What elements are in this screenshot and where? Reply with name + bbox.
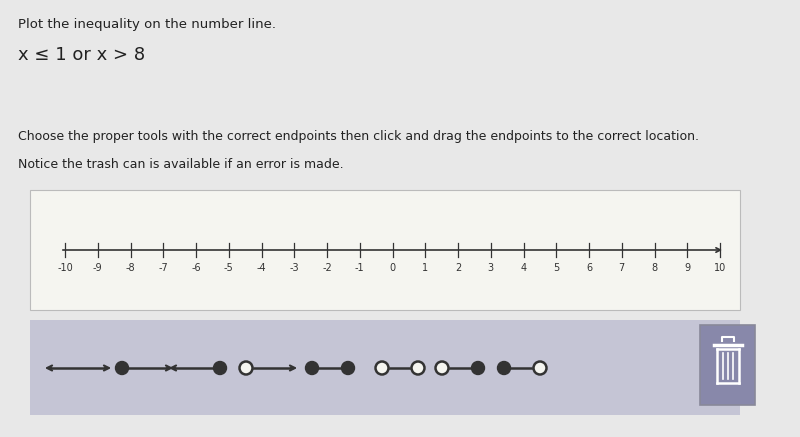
Text: -6: -6 bbox=[191, 263, 201, 273]
FancyBboxPatch shape bbox=[30, 320, 740, 415]
Circle shape bbox=[534, 361, 546, 375]
Text: 5: 5 bbox=[553, 263, 559, 273]
Text: Choose the proper tools with the correct endpoints then click and drag the endpo: Choose the proper tools with the correct… bbox=[18, 130, 699, 143]
Circle shape bbox=[375, 361, 389, 375]
Text: -4: -4 bbox=[257, 263, 266, 273]
Text: 6: 6 bbox=[586, 263, 592, 273]
Circle shape bbox=[435, 361, 449, 375]
Text: 7: 7 bbox=[618, 263, 625, 273]
Text: 2: 2 bbox=[455, 263, 461, 273]
Text: 8: 8 bbox=[651, 263, 658, 273]
Text: -3: -3 bbox=[290, 263, 299, 273]
Text: 0: 0 bbox=[390, 263, 395, 273]
Text: -8: -8 bbox=[126, 263, 135, 273]
Circle shape bbox=[342, 361, 354, 375]
Circle shape bbox=[115, 361, 129, 375]
Text: -5: -5 bbox=[224, 263, 234, 273]
Circle shape bbox=[306, 361, 318, 375]
Text: 3: 3 bbox=[488, 263, 494, 273]
Text: 9: 9 bbox=[684, 263, 690, 273]
Text: 10: 10 bbox=[714, 263, 726, 273]
Circle shape bbox=[239, 361, 253, 375]
Text: -10: -10 bbox=[57, 263, 73, 273]
Circle shape bbox=[411, 361, 425, 375]
Text: 4: 4 bbox=[521, 263, 526, 273]
Circle shape bbox=[498, 361, 510, 375]
FancyBboxPatch shape bbox=[700, 325, 755, 405]
Text: Plot the inequality on the number line.: Plot the inequality on the number line. bbox=[18, 18, 276, 31]
Circle shape bbox=[214, 361, 226, 375]
Text: -7: -7 bbox=[158, 263, 168, 273]
Text: Notice the trash can is available if an error is made.: Notice the trash can is available if an … bbox=[18, 158, 344, 171]
Text: -2: -2 bbox=[322, 263, 332, 273]
Text: 1: 1 bbox=[422, 263, 428, 273]
Text: -1: -1 bbox=[355, 263, 365, 273]
Text: x ≤ 1 or x > 8: x ≤ 1 or x > 8 bbox=[18, 46, 145, 64]
FancyBboxPatch shape bbox=[30, 190, 740, 310]
Circle shape bbox=[471, 361, 485, 375]
Text: -9: -9 bbox=[93, 263, 102, 273]
